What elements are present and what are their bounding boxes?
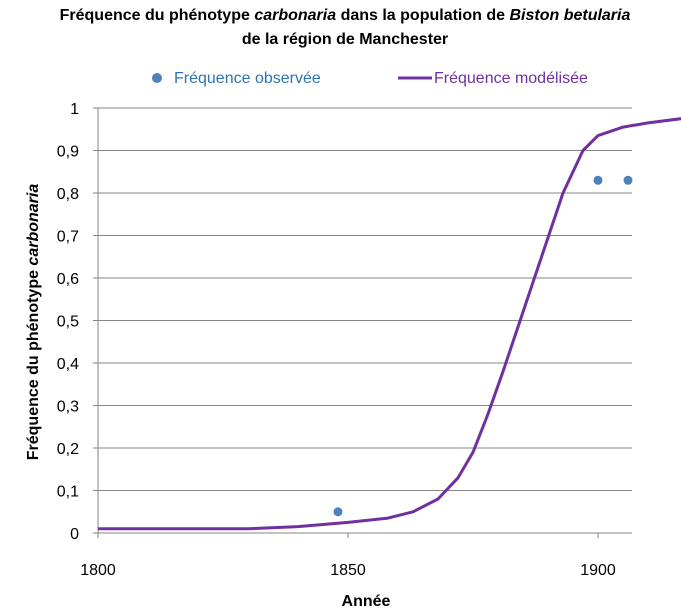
legend-label-modeled: Fréquence modélisée bbox=[434, 70, 588, 87]
legend-item-modeled: Fréquence modélisée bbox=[398, 70, 588, 87]
x-tick-label: 1900 bbox=[580, 562, 616, 579]
legend-marker-observed bbox=[152, 73, 162, 83]
text-part: Biston betularia bbox=[509, 7, 630, 24]
x-tick-label: 1800 bbox=[80, 562, 116, 579]
y-tick-label: 0,7 bbox=[57, 229, 79, 246]
observed-series bbox=[333, 175, 633, 517]
x-tick-label: 1850 bbox=[330, 562, 366, 579]
legend-item-observed: Fréquence observée bbox=[152, 70, 321, 87]
y-tick-label: 0,4 bbox=[57, 356, 79, 373]
text-part: carbonaria bbox=[25, 184, 42, 266]
y-tick-label: 0,9 bbox=[57, 144, 79, 161]
text-part: Fréquence du phénotype bbox=[25, 266, 42, 461]
text-part: Fréquence du phénotype bbox=[60, 7, 255, 24]
observed-point bbox=[623, 175, 633, 185]
y-tick-label: 0 bbox=[70, 526, 79, 543]
axes bbox=[97, 108, 632, 538]
chart-title: Fréquence du phénotype carbonaria dans l… bbox=[60, 7, 631, 24]
chart-subtitle: de la région de Manchester bbox=[242, 31, 448, 48]
legend: Fréquence observée Fréquence modélisée bbox=[152, 70, 588, 87]
text-part: dans la population de bbox=[336, 7, 509, 24]
y-tick-label: 0,8 bbox=[57, 186, 79, 203]
gridlines bbox=[93, 107, 632, 534]
x-axis-title: Année bbox=[342, 593, 391, 610]
text-part: carbonaria bbox=[254, 7, 336, 24]
legend-label-observed: Fréquence observée bbox=[174, 70, 321, 87]
modeled-line bbox=[98, 117, 681, 531]
y-axis-title: Fréquence du phénotype carbonaria bbox=[25, 184, 42, 461]
y-tick-label: 0,1 bbox=[57, 484, 79, 501]
y-tick-labels: 0 0,1 0,2 0,3 0,4 0,5 0,6 0,7 0,8 0,9 1 bbox=[57, 101, 79, 543]
y-tick-label: 0,6 bbox=[57, 271, 79, 288]
y-tick-label: 0,5 bbox=[57, 314, 79, 331]
y-tick-label: 0,2 bbox=[57, 441, 79, 458]
observed-point bbox=[333, 507, 343, 517]
modeled-series bbox=[98, 117, 681, 531]
y-tick-label: 1 bbox=[70, 101, 79, 118]
y-tick-label: 0,3 bbox=[57, 399, 79, 416]
observed-point bbox=[593, 175, 603, 185]
x-tick-labels: 18001850190019502000 bbox=[80, 562, 616, 579]
